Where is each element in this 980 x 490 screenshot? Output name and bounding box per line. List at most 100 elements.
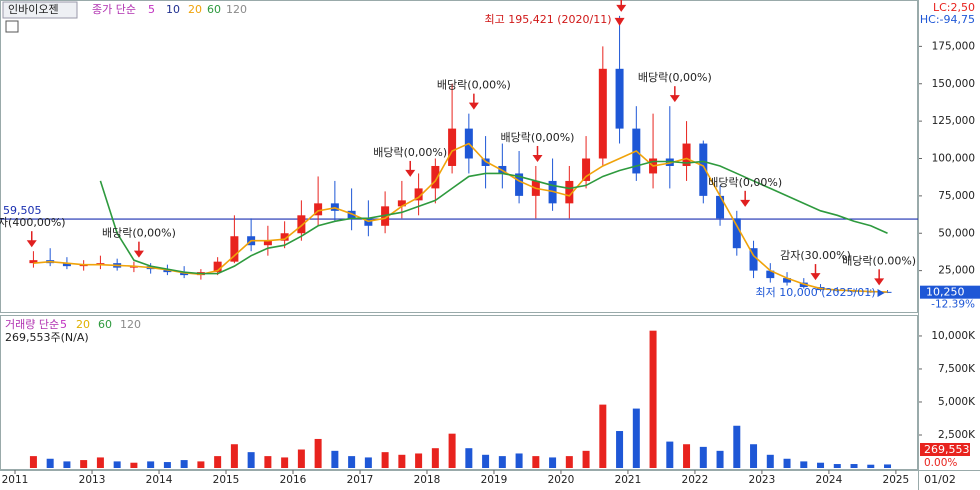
price-pane [0,0,918,313]
candle-body [62,263,71,267]
volume-bar [482,454,490,468]
volume-bar [29,456,37,468]
legend-item: 5 [60,318,67,331]
volume-box [920,443,970,456]
volume-bar [800,461,808,468]
volume-bar [230,444,238,468]
annotation-label: 배당락(0,00%) [437,79,511,92]
candle-body [29,260,38,264]
volume-bar [884,464,892,468]
volume-bar [599,404,607,468]
annotation-label: 자(400,00%) [0,216,66,229]
x-tick-label: 2017 [347,474,374,486]
legend-item: 60 [207,3,221,16]
annotation-label: 배당락(0,00%) [501,131,575,144]
x-tick-label: 2013 [79,474,106,486]
stock-name-box[interactable] [2,1,78,19]
annotation-arrowhead [405,169,416,177]
volume-bar [850,464,858,468]
volume-bar [833,464,841,468]
annotation-label: 감자(30.00%) [780,249,851,262]
volume-bar [699,446,707,468]
annotation-arrowhead [532,154,543,162]
volume-bar [113,461,121,468]
candle-body [414,188,423,201]
annotation-label: 배당락(0,00%) [102,227,176,240]
volume-bar [649,330,657,468]
legend-item: 120 [226,3,247,16]
y-tick-label: 7,500K [938,363,976,375]
annotation-arrowhead [874,278,885,286]
candle-body [582,158,591,181]
volume-bar [398,454,406,468]
annotation-arrowhead [740,199,751,207]
table-icon[interactable] [5,20,19,33]
x-tick-label: 2023 [749,474,776,486]
reference-label: 59,505 [3,204,42,217]
y-tick-label: 50,000 [938,227,975,239]
max-label: 최고 195,421 (2020/11) [485,13,612,26]
volume-bar [783,458,791,468]
volume-bar [465,448,473,468]
legend-title: 종가 단순 [92,3,136,16]
volume-bar [733,425,741,468]
volume-bar [532,456,540,468]
volume-bar [281,457,289,468]
x-tick-label: 2025 [883,474,910,486]
x-tick-label: 2016 [280,474,307,486]
volume-bar [666,441,674,468]
x-tick-label: 2022 [682,474,709,486]
annotation-arrowhead [468,102,479,110]
volume-label: 269,553 [924,443,970,456]
volume-bar [264,456,272,468]
volume-bar [247,452,255,468]
candle-body [448,128,457,166]
x-tick-label: 2018 [414,474,441,486]
lc-label: LC:2,50 [933,1,975,14]
candle-body [263,240,272,246]
volume-bar [147,461,155,468]
legend-item: 20 [188,3,202,16]
volume-bar [565,456,573,468]
y-tick-label: 75,000 [938,190,975,202]
annotation-arrowhead [133,250,144,258]
stock-name[interactable]: 인바이오젠 [8,3,59,16]
x-tick-label: 2011 [2,474,29,486]
candle-body [883,291,892,293]
candle-body [515,173,524,196]
annotation-label: 배당락(0,00%) [708,176,782,189]
volume-bar [331,450,339,468]
x-tick-label: 2019 [481,474,508,486]
price-box [920,285,980,299]
hc-label: HC:-94,75 [920,13,975,26]
legend-item: 120 [120,318,141,331]
volume-bar [80,460,88,468]
y-tick-label: 2,500K [938,429,976,441]
candle-body [598,68,607,159]
legend-item: 5 [148,3,155,16]
volume-bar [498,456,506,468]
volume-bar [130,462,138,468]
volume-bar [63,461,71,468]
volume-bar [214,456,222,468]
volume-bar [297,449,305,468]
volume-bar [683,444,691,468]
y-tick-label: 100,000 [932,153,975,165]
x-tick-label: 2020 [548,474,575,486]
volume-bar [515,453,523,468]
volume-bar [766,454,774,468]
change-label: -12.39% [931,299,975,311]
legend-item: 60 [98,318,112,331]
y-tick-label: 10,000K [931,330,976,342]
y-tick-label: 25,000 [938,265,975,277]
annotation-label: 배당락(0,00%) [373,146,447,159]
annotation-label: 배당락(0.00%) [842,254,916,267]
candle-body [766,270,775,279]
annotation-arrowhead [26,240,37,248]
volume-bar [46,458,54,468]
candle-body [280,233,289,241]
legend-item: 10 [166,3,180,16]
annotation-arrowhead [616,4,627,12]
